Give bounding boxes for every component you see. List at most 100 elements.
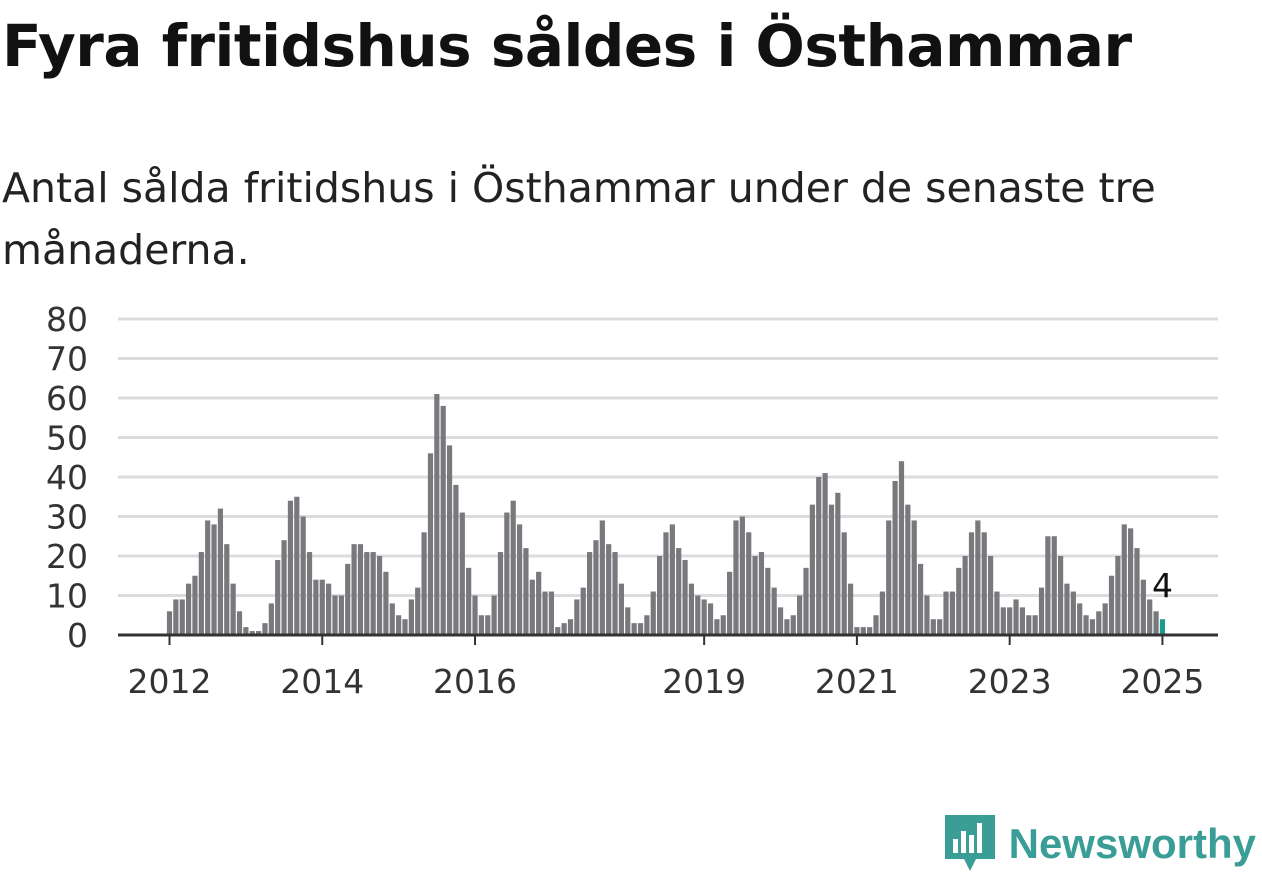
bar [453, 484, 459, 635]
brand-name: Newsworthy [1008, 820, 1256, 867]
bar [243, 627, 249, 635]
bar [338, 595, 344, 635]
bar [1038, 587, 1045, 635]
x-tick-label: 2025 [1120, 662, 1204, 701]
bar [752, 556, 758, 635]
chart-title: Fyra fritidshus såldes i Östhammar [2, 12, 1132, 80]
bar [1051, 536, 1057, 635]
bar [1064, 583, 1070, 635]
bar [491, 595, 497, 635]
bar [300, 516, 306, 635]
bar [466, 567, 472, 635]
bar [676, 548, 682, 635]
bar [867, 627, 873, 635]
bar [739, 516, 745, 635]
bar [166, 611, 173, 635]
bar [497, 552, 504, 635]
bar [319, 579, 325, 635]
bar [459, 512, 465, 635]
bar [860, 627, 866, 635]
bar [707, 603, 714, 635]
bar [478, 615, 484, 635]
bar [937, 619, 943, 635]
bar [956, 567, 962, 635]
bar [1019, 607, 1026, 635]
bar [803, 567, 809, 635]
y-tick-label: 0 [67, 616, 88, 655]
bar [1083, 615, 1089, 635]
bar [930, 619, 936, 635]
bar [529, 579, 535, 635]
bar [523, 548, 529, 635]
bar [949, 591, 955, 635]
bar [370, 552, 376, 635]
bar [586, 552, 593, 635]
bar [198, 552, 204, 635]
bar [1077, 603, 1083, 635]
bar [892, 480, 898, 635]
bar [625, 607, 631, 635]
y-tick-label: 20 [46, 537, 88, 576]
bar [701, 599, 707, 635]
newsworthy-bar-logo-icon [944, 815, 995, 871]
bar [905, 504, 911, 635]
bar [1108, 575, 1115, 635]
y-tick-label: 30 [46, 498, 88, 537]
bar [236, 611, 243, 635]
bar [822, 473, 828, 635]
bar [758, 552, 765, 635]
bar [975, 520, 981, 635]
bar [790, 615, 796, 635]
bar [1013, 599, 1019, 635]
bar [542, 591, 548, 635]
x-tick-label: 2019 [662, 662, 746, 701]
bar [669, 524, 675, 635]
bar [1121, 524, 1127, 635]
bar [847, 583, 854, 635]
bar [841, 532, 847, 635]
bar [173, 599, 179, 635]
bar [1115, 556, 1121, 635]
y-tick-label: 10 [46, 577, 88, 616]
bar [567, 619, 574, 635]
y-tick-label: 60 [46, 379, 88, 418]
bar [714, 619, 720, 635]
bar [421, 532, 427, 635]
bar [981, 532, 987, 635]
bar [217, 508, 224, 635]
bar [733, 520, 739, 635]
bar [720, 615, 726, 635]
bar [809, 504, 815, 635]
bar [1000, 607, 1006, 635]
bar [376, 556, 383, 635]
bar [1032, 615, 1038, 635]
bar [294, 496, 300, 635]
bar [440, 405, 446, 635]
bar [211, 524, 217, 635]
bar [510, 500, 516, 635]
y-tick-label: 40 [46, 458, 88, 497]
bar [402, 619, 408, 635]
bar [828, 504, 835, 635]
bar [943, 591, 949, 635]
bar [1058, 556, 1064, 635]
bar [650, 591, 656, 635]
bar [1007, 607, 1013, 635]
bar [281, 540, 287, 635]
chart-subtitle: Antal sålda fritidshus i Östhammar under… [2, 164, 1156, 274]
x-axis: 2012 2014 2016 2019 2021 2023 2025 [128, 635, 1204, 701]
bar [765, 567, 771, 635]
bar [777, 607, 784, 635]
bar [816, 477, 822, 635]
bar [612, 552, 618, 635]
bar [389, 603, 395, 635]
bar [987, 556, 994, 635]
bar [835, 492, 841, 635]
bar [427, 453, 434, 635]
bar [485, 615, 491, 635]
bar [727, 571, 733, 635]
bar [396, 615, 402, 635]
newsworthy-logo: Newsworthy [944, 815, 1256, 873]
bar [886, 520, 892, 635]
bar [555, 627, 561, 635]
